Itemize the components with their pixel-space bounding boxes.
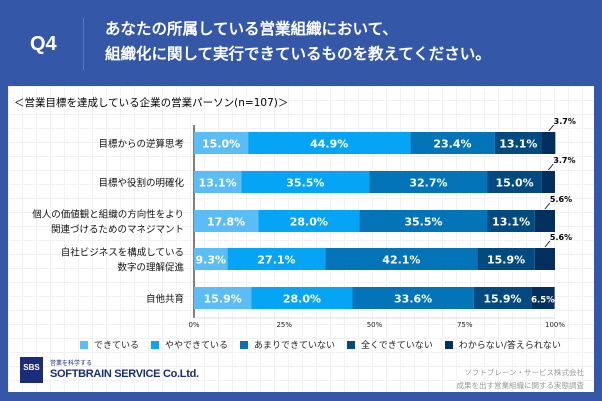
x-tick-label: 25% [276, 321, 292, 329]
bar-segment [541, 171, 555, 193]
data-label: 15.9% [487, 254, 525, 267]
bar-segment [194, 287, 252, 309]
data-label: 13.1% [499, 138, 537, 151]
bar-segment [194, 132, 249, 154]
category-label: 目標からの逆算思考 [98, 138, 184, 150]
category-label: 目標や役割の明確化 [98, 177, 184, 189]
bar-segment [194, 248, 228, 270]
question-number: Q4 [30, 33, 57, 55]
legend-swatch [347, 341, 356, 349]
source-line-2: 成果を出す営業組織に関する実態調査 [456, 381, 585, 390]
data-label: 6.5% [531, 296, 555, 306]
data-label: 9.3% [196, 254, 227, 267]
bar-segment [227, 248, 326, 270]
bar-segment [248, 132, 411, 154]
bar-segment [473, 287, 532, 309]
data-label: 13.1% [492, 216, 530, 229]
chart-title: ＜営業目標を達成している企業の営業パーソン(n=107)＞ [14, 97, 289, 109]
legend-item: 全くできていない [347, 338, 433, 351]
legend-swatch [151, 341, 160, 349]
question-title: あなたの所属している営業組織において、 組織化に関して実行できているものを教えて… [105, 17, 491, 67]
leader-line [544, 240, 551, 248]
bar-segment [241, 171, 370, 193]
legend-swatch [444, 341, 453, 349]
legend-label: 全くできていない [361, 341, 433, 351]
data-label: 33.6% [394, 293, 432, 306]
data-label: 42.1% [382, 254, 420, 267]
bar-segment [352, 287, 474, 309]
legend-label: できている [94, 341, 140, 351]
x-tick-label: 0% [188, 321, 199, 329]
legend-item: あまりできていない [240, 338, 335, 351]
data-label: 17.8% [207, 216, 245, 229]
bar-segment [477, 248, 535, 270]
bar-segment [487, 171, 542, 193]
data-label: 35.5% [286, 177, 324, 190]
legend-item: ややできている [151, 338, 228, 351]
x-tick-label: 100% [545, 321, 565, 329]
data-label: 28.0% [283, 293, 321, 306]
category-label: 個人の価値観と組織の方向性をより [32, 209, 184, 221]
category-label: 数字の理解促進 [117, 262, 184, 274]
sbs-logo: SBS [20, 357, 43, 383]
data-label: 5.6% [550, 233, 572, 242]
data-label: 15.0% [495, 177, 533, 190]
bar-segment [494, 132, 543, 154]
title-line-2: 組織化に関して実行できているものを教えてください。 [105, 45, 491, 63]
bar-segment [258, 210, 360, 232]
logo-company: SOFTBRAIN SERVICE Co.Ltd. [50, 368, 199, 380]
bar-segment [534, 210, 555, 232]
bar-segment [531, 287, 555, 309]
x-tick-label: 50% [367, 321, 383, 329]
data-label: 5.6% [550, 195, 572, 204]
bar-segment [251, 287, 353, 309]
data-label: 3.7% [554, 117, 576, 126]
category-label: 関連づけるためのマネジマント [51, 224, 184, 236]
data-label: 28.0% [290, 216, 328, 229]
leader-line [544, 202, 551, 210]
legend-item: できている [80, 338, 139, 351]
leader-line [548, 163, 554, 171]
leader-line [548, 124, 554, 132]
data-label: 35.5% [404, 216, 442, 229]
bar-segment [194, 210, 259, 232]
bar-segment [325, 248, 478, 270]
bar-segment [359, 210, 488, 232]
logo-tagline: 営業を科学する [50, 360, 93, 367]
bar-segment [542, 132, 556, 154]
legend-swatch [240, 341, 249, 349]
data-label: 15.9% [204, 293, 242, 306]
legend: できている ややできている あまりできていない 全くできていない わからない/答えられな… [80, 338, 561, 351]
divider [83, 18, 84, 70]
bar-segment [410, 132, 495, 154]
category-label: 自社ビジネスを構成している [61, 247, 184, 259]
data-label: 32.7% [409, 177, 447, 190]
data-label: 13.1% [199, 177, 237, 190]
data-label: 15.9% [483, 293, 521, 306]
legend-item: わからない/答えられない [444, 338, 561, 351]
data-label: 27.1% [257, 254, 295, 267]
legend-swatch [80, 341, 88, 349]
data-label: 3.7% [553, 156, 575, 165]
data-label: 23.4% [433, 138, 471, 151]
data-label: 44.9% [310, 138, 348, 151]
legend-label: わからない/答えられない [458, 341, 561, 351]
data-label: 15.0% [202, 138, 240, 151]
legend-label: あまりできていない [254, 341, 336, 351]
title-line-1: あなたの所属している営業組織において、 [105, 20, 398, 38]
bar-segment [194, 171, 242, 193]
bar-segment [487, 210, 535, 232]
category-label: 自他共育 [146, 293, 184, 305]
legend-label: ややできている [165, 341, 229, 351]
bar-segment [534, 248, 555, 270]
bar-segment [369, 171, 488, 193]
source-line-1: ソフトブレーン・サービス株式会社 [464, 368, 584, 377]
x-tick-label: 75% [457, 321, 473, 329]
source-note: ソフトブレーン・サービス株式会社 成果を出す営業組織に関する実態調査 [457, 366, 585, 392]
